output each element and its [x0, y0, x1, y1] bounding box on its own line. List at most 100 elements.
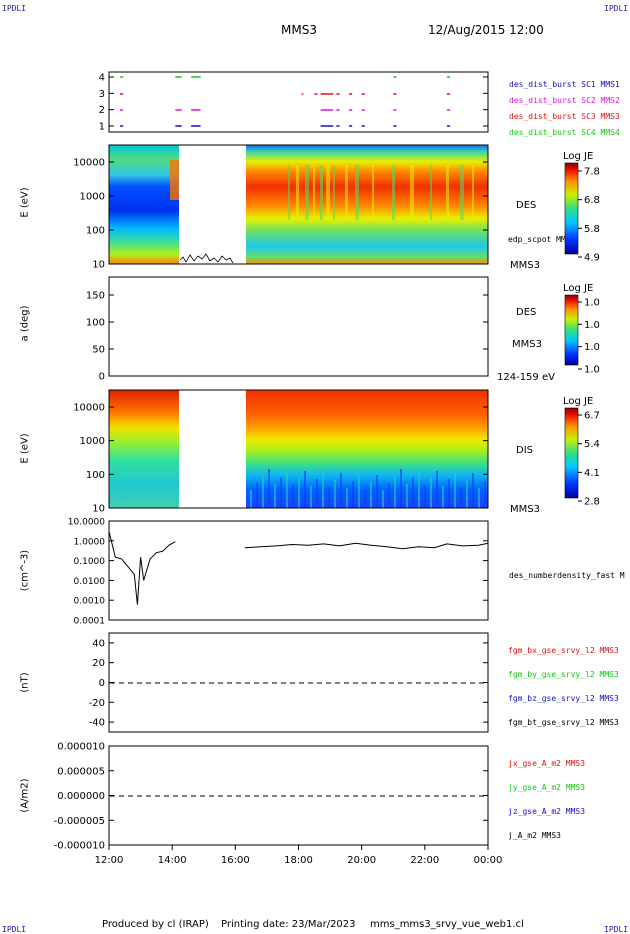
dis-energy-cb-tick-label: 6.7 [584, 411, 600, 422]
time-axis-tick-label: 20:00 [347, 855, 376, 866]
dis-energy-instrument-label: DIS [516, 445, 533, 456]
time-axis: 12:00 14:00 16:00 18:00 20:00 22:00 00:00 [95, 845, 502, 866]
des-energy-y-tick-label: 1000 [80, 192, 105, 203]
des-pitch-y-tick-label: 150 [86, 291, 105, 302]
burst-y-tick-label: 4 [99, 73, 105, 84]
burst-y-tick-label: 3 [99, 89, 105, 100]
dis-energy-y-tick-label: 10 [92, 504, 105, 515]
current-y-tick-label: -0.000010 [54, 841, 105, 852]
time-axis-tick-label: 16:00 [221, 855, 250, 866]
magnetic-field-y-tick-label: -20 [89, 698, 105, 709]
dis-stripe [328, 487, 330, 508]
des-energy-instrument-label: DES [516, 200, 536, 211]
magnetic-field-y-tick-label: 20 [92, 658, 105, 669]
burst-legend-entry: des_dist_burst SC3 MMS3 [509, 112, 620, 121]
des-energy-cb-tick-label: 5.8 [584, 224, 600, 235]
des-pitch-energy-range: 124-159 eV [497, 372, 555, 383]
dis-stripe [478, 488, 480, 508]
dis-energy-cb-tick-label: 5.4 [584, 439, 600, 450]
density-y-tick-label: 1.0000 [74, 537, 106, 547]
des-pitch-colorbar-title: Log JE [563, 283, 593, 294]
dis-stripe [310, 486, 312, 508]
dis-stripe [400, 469, 402, 508]
corner-label-top-right: IPDLI [604, 4, 629, 13]
des-energy-frame [108, 144, 489, 265]
des-stripe [320, 165, 323, 220]
des-energy-cb-tick-label: 4.9 [584, 253, 600, 264]
dis-stripe [424, 485, 426, 508]
des-stripe [313, 165, 315, 220]
des-pitch-y-ticks: 150 100 50 0 [86, 291, 488, 383]
dis-energy-colorbar [564, 407, 579, 499]
dis-stripe [358, 474, 360, 508]
des-energy-colorbar-title: Log JE [563, 151, 593, 162]
des-pitch-cb-tick-label: 1.0 [584, 298, 600, 309]
des-energy-y-tick-label: 100 [86, 226, 105, 237]
dis-stripe [418, 470, 420, 508]
des-pitch-instrument-label: DES [516, 307, 536, 318]
dis-energy-frame [108, 389, 489, 509]
dis-stripe [376, 475, 378, 508]
dis-energy-y-tick-label: 1000 [80, 436, 105, 447]
des-stripe [472, 165, 474, 220]
dis-stripe [472, 473, 474, 508]
des-stripe [430, 165, 432, 220]
time-axis-tick-label: 22:00 [410, 855, 439, 866]
density-series-label: des_numberdensity_fast M [509, 571, 625, 580]
corner-label-top-left: IPDLI [2, 4, 27, 13]
des-pitch-y-tick-label: 100 [86, 318, 105, 329]
des-pitch-cb-tick-label: 1.0 [584, 320, 600, 331]
dis-energy-left-block [109, 390, 179, 508]
current-legend-entry: jx_gse_A_m2 MMS3 [508, 759, 585, 768]
dis-stripe [370, 482, 372, 508]
des-energy-left-block [109, 145, 179, 264]
des-energy-panel: 10000 1000 100 10 DES edp_scpot MMS3 MMS3 L… [73, 144, 600, 271]
dis-energy-cb-tick-label: 4.1 [584, 468, 600, 479]
des-pitch-colorbar [564, 294, 579, 366]
dis-stripe [274, 484, 276, 508]
des-stripe [392, 165, 395, 220]
spacecraft-title: MMS3 [281, 23, 317, 37]
magnetic-field-legend-entry: fgm_bx_gse_srvy_l2 MMS3 [508, 646, 619, 655]
footer-filename: mms_mms3_srvy_vue_web1.cl [370, 919, 524, 930]
density-line [108, 531, 489, 605]
dis-stripe [394, 476, 396, 508]
dis-stripe [334, 480, 336, 508]
des-pitch-panel: 150 100 50 0 DES MMS3 124-159 eV Log JE 1.0… [86, 276, 600, 383]
des-stripe [355, 165, 359, 220]
des-pitch-cb-tick-label: 1.0 [584, 365, 600, 376]
density-y-tick-label: 0.1000 [74, 557, 106, 567]
des-stripe [345, 165, 348, 220]
magnetic-field-legend-entry: fgm_by_gse_srvy_l2 MMS3 [508, 670, 619, 679]
des-stripe [333, 165, 335, 220]
des-pitch-colorbar-ticks: 1.0 1.0 1.0 1.0 [578, 298, 600, 376]
dis-stripe [460, 487, 462, 508]
magnetic-field-y-tick-label: -40 [89, 718, 105, 729]
density-y-tick-label: 0.0010 [74, 597, 106, 607]
current-panel: 0.000010 0.000005 0.000000 -0.000005 -0.0000… [54, 742, 586, 852]
dis-stripe [292, 485, 294, 508]
corner-label-bottom-left: IPDLI [2, 925, 27, 934]
magnetic-field-legend-entry: fgm_bz_gse_srvy_l2 MMS3 [508, 694, 619, 703]
dis-energy-colorbar-title: Log JE [563, 396, 593, 407]
burst-legend-entry: des_dist_burst SC1 MMS1 [509, 80, 620, 89]
des-energy-y-tick-label: 10000 [73, 158, 105, 169]
des-pitch-cb-tick-label: 1.0 [584, 342, 600, 353]
density-series-line [108, 531, 176, 605]
dis-stripe [262, 476, 264, 508]
dis-energy-colorbar-ticks: 6.7 5.4 4.1 2.8 [578, 411, 600, 508]
burst-frame [108, 71, 489, 133]
des-energy-y-tick-label: 10 [92, 260, 105, 271]
des-energy-colorbar [564, 162, 579, 255]
burst-legend-entry: des_dist_burst SC4 MMS4 [509, 128, 620, 137]
dis-stripe [304, 471, 306, 508]
des-energy-cb-tick-label: 7.8 [584, 167, 600, 178]
dis-stripe [250, 490, 252, 508]
dis-stripe [316, 479, 318, 508]
dis-stripe [382, 490, 384, 508]
dis-stripe [454, 472, 456, 508]
dis-energy-cb-tick-label: 2.8 [584, 497, 600, 508]
dis-stripe [466, 480, 468, 508]
